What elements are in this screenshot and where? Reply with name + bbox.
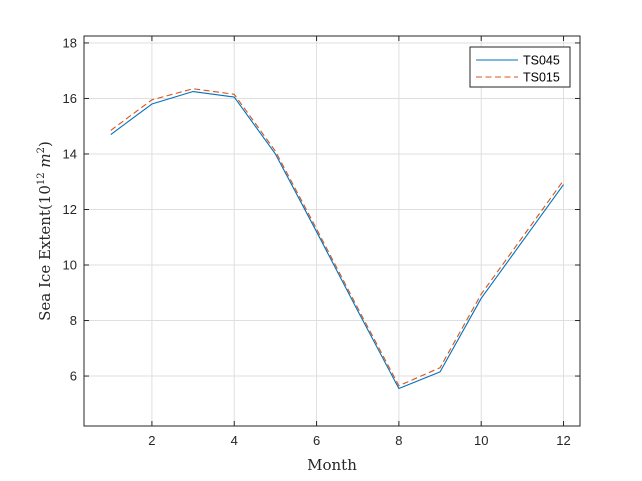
legend-label-ts045: TS045 xyxy=(523,54,560,68)
x-tick-label: 8 xyxy=(395,433,402,448)
legend-label-ts015: TS015 xyxy=(523,71,560,85)
legend: TS045 TS015 xyxy=(469,46,571,88)
y-tick-label: 12 xyxy=(63,202,77,217)
x-tick-label: 2 xyxy=(148,433,155,448)
axes-box xyxy=(83,35,581,427)
y-tick-label: 10 xyxy=(63,258,77,273)
y-axis-label-unit-exponent: 12 xyxy=(36,172,47,185)
x-tick-label: 6 xyxy=(313,433,320,448)
y-tick-label: 6 xyxy=(70,369,77,384)
axis-ticks: 2 4 6 8 10 12 6 8 10 12 14 16 18 xyxy=(63,35,580,448)
y-axis-label-unit-close: ) xyxy=(36,141,54,147)
y-tick-label: 18 xyxy=(63,35,77,50)
plot-area xyxy=(84,36,580,426)
y-axis-label-unit-m: m xyxy=(36,153,54,172)
data-series xyxy=(110,88,564,390)
x-tick-label: 10 xyxy=(474,433,488,448)
series-line-ts015 xyxy=(110,88,564,387)
y-tick-label: 8 xyxy=(70,313,77,328)
y-tick-label: 14 xyxy=(63,146,77,161)
x-tick-label: 12 xyxy=(556,433,570,448)
x-tick-label: 4 xyxy=(231,433,238,448)
y-tick-label: 16 xyxy=(63,91,77,106)
x-axis-label: Month xyxy=(307,456,357,474)
y-axis-label-unit-exponent-2: 2 xyxy=(36,147,47,153)
y-axis-label-unit-open: (10 xyxy=(36,185,54,210)
y-axis-label-main: Sea Ice Extent xyxy=(36,210,54,321)
series-line-ts045 xyxy=(110,90,564,390)
y-axis-label: Sea Ice Extent(1012 m2) xyxy=(36,141,54,321)
legend-box xyxy=(469,46,571,88)
